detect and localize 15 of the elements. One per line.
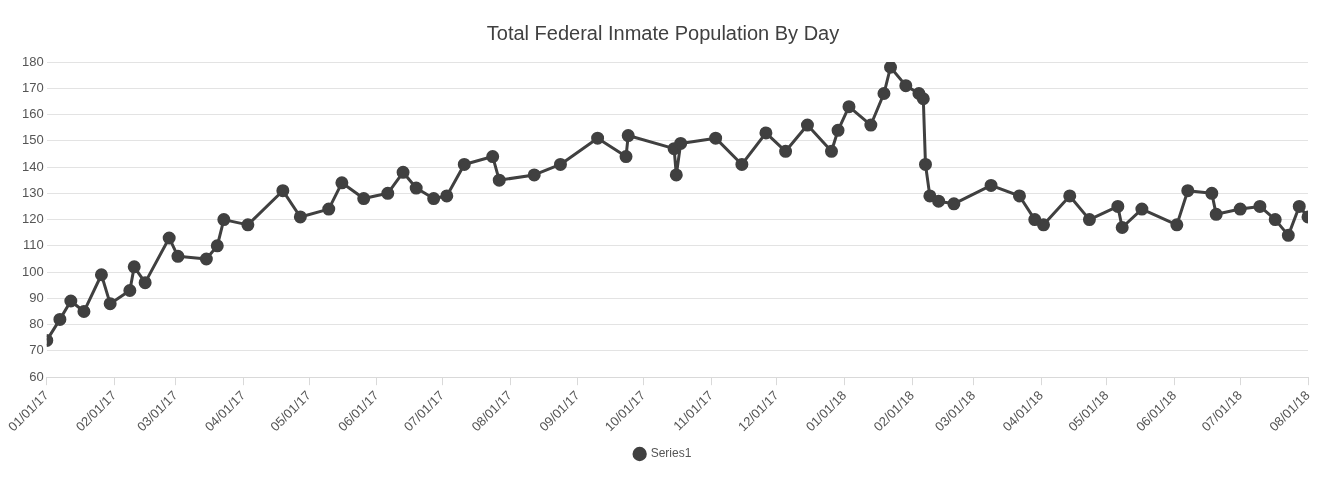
y-tick-label: 100 xyxy=(22,263,44,279)
y-tick-label: 160 xyxy=(22,106,44,122)
chart-title: Total Federal Inmate Population By Day xyxy=(486,21,840,44)
y-tick-label: 130 xyxy=(22,184,44,200)
y-tick-label: 80 xyxy=(29,316,44,332)
y-tick-label: 150 xyxy=(22,132,44,148)
y-tick-label: 140 xyxy=(22,158,44,174)
y-tick-label: 70 xyxy=(29,342,44,358)
y-tick-label: 180 xyxy=(22,53,44,69)
y-tick-label: 60 xyxy=(29,368,44,384)
y-tick-label: 120 xyxy=(22,211,44,227)
legend-label: Series1 xyxy=(650,446,692,461)
y-tick-label: 110 xyxy=(23,237,44,253)
y-tick-label: 90 xyxy=(29,289,44,305)
y-tick-label: 170 xyxy=(22,79,44,95)
